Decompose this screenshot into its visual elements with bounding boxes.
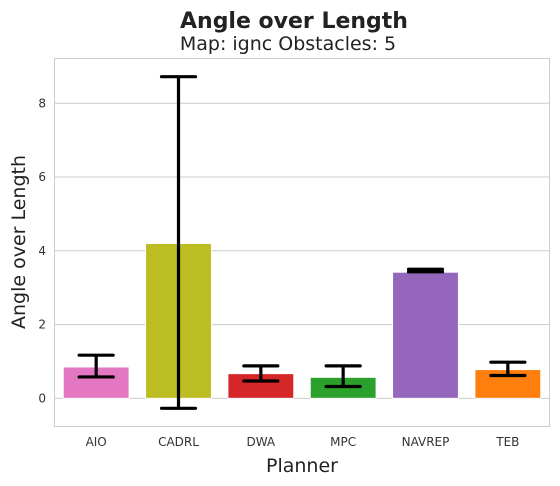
- x-tick-label: MPC: [330, 435, 356, 449]
- x-tick-label: TEB: [495, 435, 519, 449]
- y-tick-label: 0: [38, 391, 46, 405]
- x-tick-label: NAVREP: [402, 435, 450, 449]
- plot-area-frame: [54, 58, 550, 427]
- y-tick-label: 8: [38, 96, 46, 110]
- bars: [62, 242, 542, 399]
- chart-subtitle: Map: ignc Obstacles: 5: [180, 33, 396, 55]
- x-tick-label: AIO: [86, 435, 107, 449]
- x-tick-label: CADRL: [158, 435, 199, 449]
- y-tick-label: 6: [38, 170, 46, 184]
- y-axis-label: Angle over Length: [8, 155, 30, 329]
- error-bars: [77, 75, 527, 410]
- chart-title: Angle over Length: [180, 9, 408, 34]
- x-tick-labels: AIO CADRL DWA MPC NAVREP TEB: [86, 435, 520, 449]
- x-tick-label: DWA: [246, 435, 275, 449]
- y-tick-label: 4: [38, 244, 46, 258]
- gridlines: [55, 102, 549, 399]
- bar-navrep: [392, 271, 459, 399]
- x-axis-label: Planner: [266, 455, 338, 477]
- y-tick-label: 2: [38, 318, 46, 332]
- y-tick-labels: 0 2 4 6 8: [38, 96, 46, 405]
